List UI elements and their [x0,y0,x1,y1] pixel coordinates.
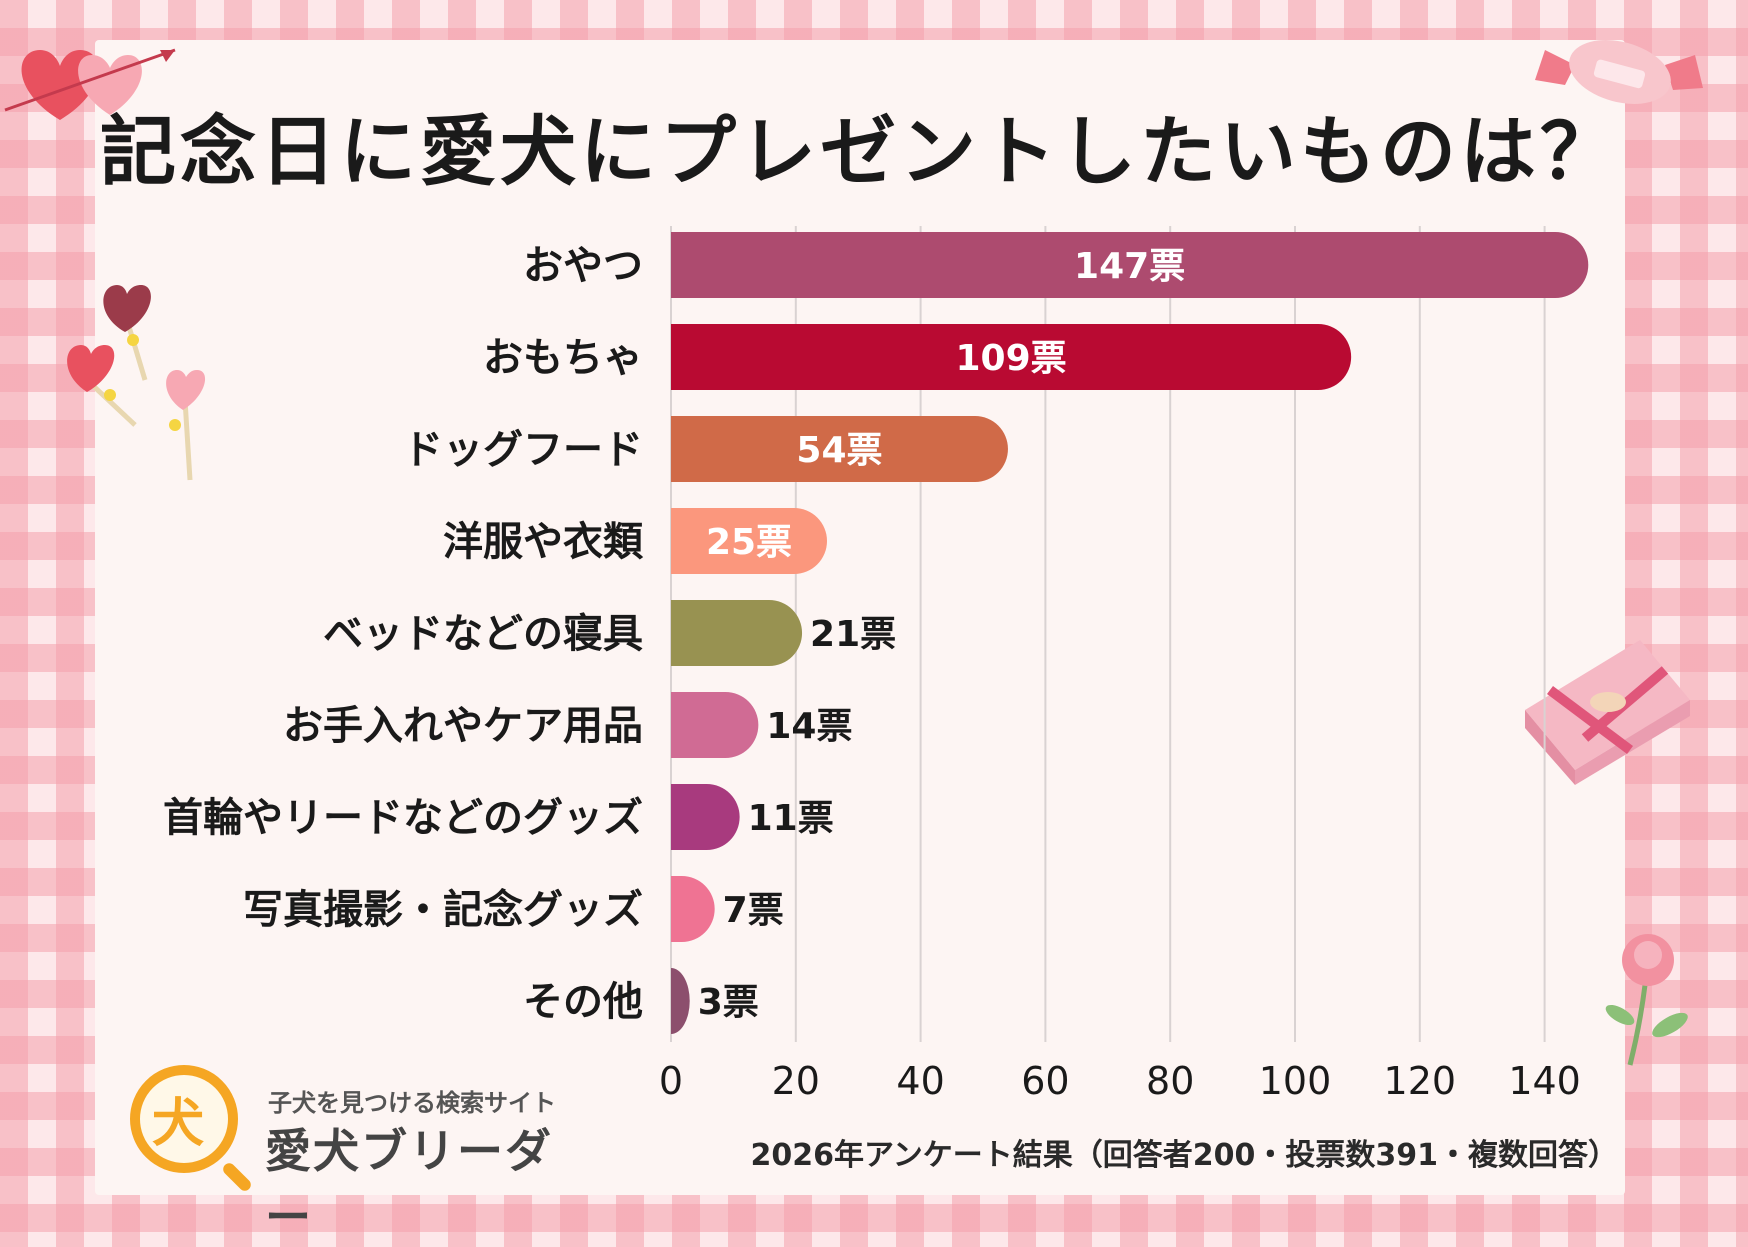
x-tick-label: 60 [1021,1059,1069,1100]
chart-title: 記念日に愛犬にプレゼントしたいものは？ [100,107,1620,196]
site-logo[interactable]: 犬 子犬を見つける検索サイト 愛犬ブリーダー [130,1065,570,1244]
category-label: 首輪やリードなどのグッズ [163,795,643,841]
category-label: おやつ [523,243,643,289]
survey-footnote: 2026年アンケート結果（回答者200・投票数391・複数回答） [750,1138,1618,1173]
bar [671,324,1352,390]
hearts-decoration [4,48,176,120]
bar [671,508,827,574]
x-tick-label: 40 [896,1059,944,1100]
bar-chart: おやつおもちゃドッグフード洋服や衣類ベッドなどの寝具お手入れやケア用品首輪やリー… [163,226,1589,1100]
value-label: 109票 [956,338,1067,379]
value-label: 14票 [766,706,852,747]
value-label: 3票 [698,982,759,1023]
category-label: おもちゃ [483,335,643,381]
bar [671,968,690,1034]
x-tick-label: 80 [1146,1059,1194,1100]
x-tick-label: 0 [659,1059,683,1100]
rose-decoration [1605,934,1688,1066]
value-label: 21票 [810,614,896,655]
category-label: ベッドなどの寝具 [323,611,643,657]
value-label: 54票 [796,430,882,471]
category-label: お手入れやケア用品 [283,703,643,749]
value-label: 147票 [1074,246,1185,287]
bar [671,784,740,850]
chart-bars [671,232,1589,1034]
value-labels: 147票 109票 54票 25票 21票 14票 11票 7票 3票 [698,246,1185,1023]
candy-decoration [1535,40,1703,104]
value-label: 7票 [723,890,784,931]
logo-tagline: 子犬を見つける検索サイト [268,1089,556,1117]
lollipop-decoration [67,285,206,481]
value-label: 11票 [748,798,834,839]
bar [671,232,1589,298]
x-tick-label: 140 [1508,1059,1581,1100]
logo-name: 愛犬ブリーダー [265,1124,553,1244]
category-label: 写真撮影・記念グッズ [243,887,643,933]
logo-magnifier-icon [130,1065,238,1173]
logo-dog-icon: 犬 [152,1094,205,1154]
value-label: 25票 [706,522,792,563]
x-tick-label: 100 [1259,1059,1332,1100]
category-label: その他 [523,979,643,1025]
x-tick-label: 120 [1384,1059,1457,1100]
x-axis-ticks: 0 20 40 60 80 100 120 140 [659,1059,1581,1100]
x-tick-label: 20 [772,1059,820,1100]
bar [671,876,715,942]
category-label: ドッグフード [403,427,643,473]
bar [671,692,759,758]
category-label: 洋服や衣類 [443,519,644,565]
gift-box-decoration [1525,640,1690,785]
category-labels: おやつおもちゃドッグフード洋服や衣類ベッドなどの寝具お手入れやケア用品首輪やリー… [163,243,644,1025]
bar [671,416,1008,482]
bar [671,600,803,666]
